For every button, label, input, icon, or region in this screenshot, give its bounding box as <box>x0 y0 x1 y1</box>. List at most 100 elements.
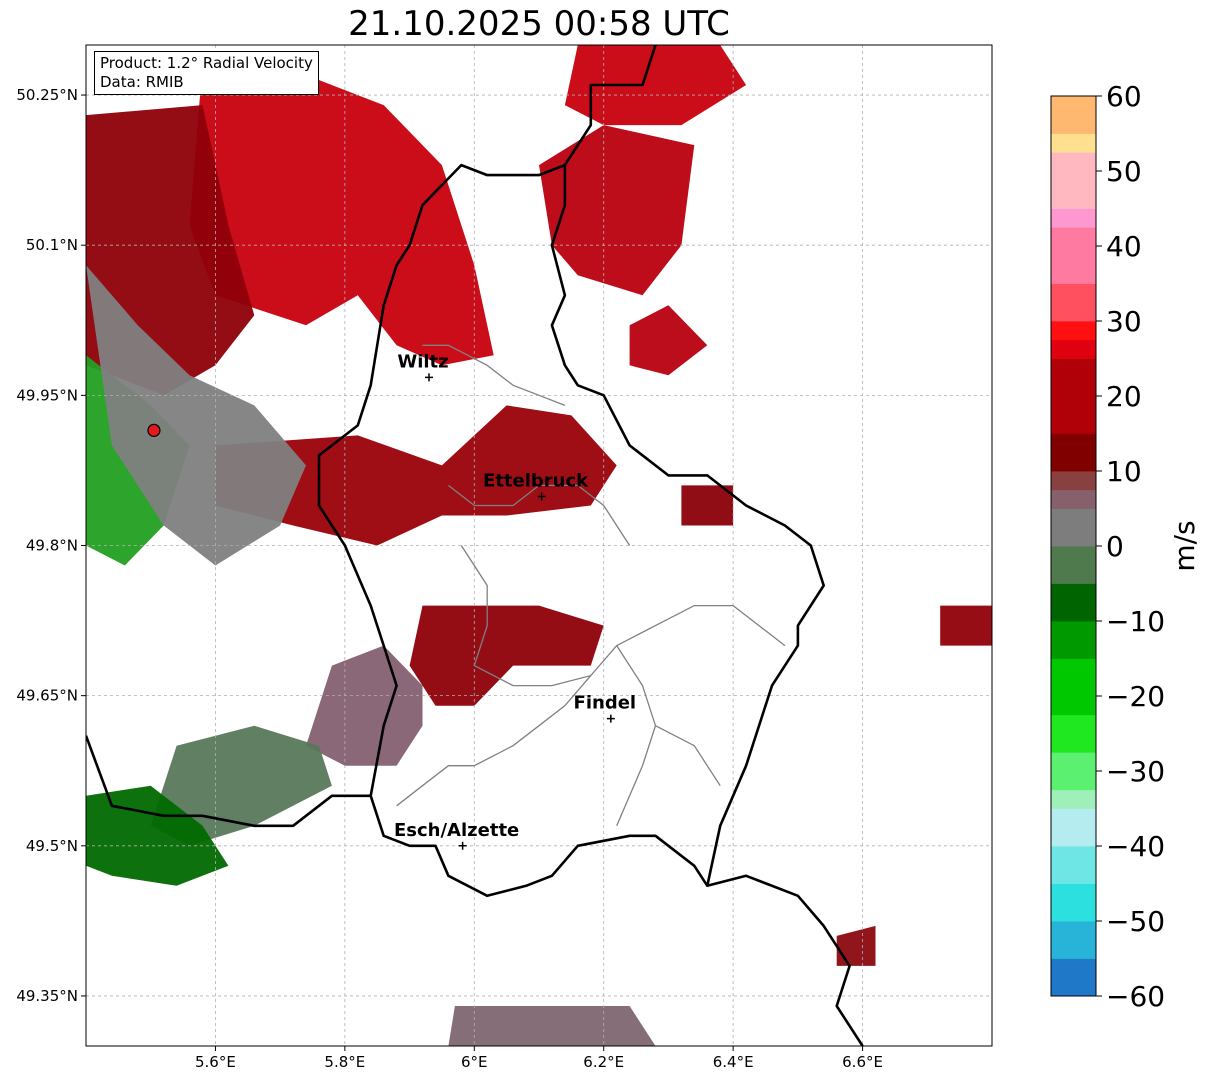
colorbar-segment <box>1051 433 1096 453</box>
colorbar-tick-label: −50 <box>1106 905 1165 938</box>
colorbar-segment <box>1051 283 1096 303</box>
product-info-box: Product: 1.2° Radial Velocity Data: RMIB <box>94 51 319 95</box>
colorbar-segment <box>1051 189 1096 209</box>
city-marker <box>537 492 546 501</box>
colorbar-segment <box>1051 808 1096 828</box>
colorbar-segment <box>1051 489 1096 509</box>
map-axes: 5.6°E 5.8°E 6°E 6.2°E 6.4°E 6.6°E 50.25°N 50.1°… <box>16 86 883 1071</box>
colorbar: 60 50 40 30 20 10 0 −10 −20 −30 −40 −50 −60 m/s <box>1050 80 1201 1013</box>
national-border <box>317 163 826 887</box>
y-tick-label: 50.1°N <box>26 236 78 254</box>
colorbar-segment <box>1051 96 1096 116</box>
colorbar-segment <box>1051 546 1096 566</box>
y-tick-label: 49.95°N <box>16 386 78 404</box>
cantonal-border <box>422 344 566 407</box>
y-tick-label: 49.8°N <box>26 537 78 555</box>
colorbar-segment <box>1051 452 1096 472</box>
colorbar-segment <box>1051 583 1096 603</box>
y-tick-label: 49.5°N <box>26 837 78 855</box>
colorbar-segment <box>1051 208 1096 228</box>
echo-region-4 <box>539 125 695 296</box>
y-tick-label: 49.65°N <box>16 687 78 705</box>
colorbar-segment <box>1051 658 1096 678</box>
cantonal-border <box>396 675 592 807</box>
echo-region-6 <box>215 405 617 546</box>
colorbar-tick-label: 30 <box>1106 305 1142 338</box>
colorbar-segment <box>1051 377 1096 397</box>
colorbar-segment <box>1051 733 1096 753</box>
y-tick-label: 49.35°N <box>16 987 78 1005</box>
colorbar-segment <box>1051 133 1096 153</box>
velocity-echo-layer <box>86 45 992 1046</box>
colorbar-segment <box>1051 114 1096 134</box>
echo-region-11 <box>86 785 229 886</box>
city-label: Esch/Alzette <box>394 820 519 841</box>
city-label: Ettelbruck <box>483 470 589 491</box>
colorbar-segment <box>1051 902 1096 922</box>
colorbar-segment <box>1051 508 1096 528</box>
x-tick-label: 6°E <box>461 1053 488 1071</box>
x-tick-label: 6.2°E <box>583 1053 624 1071</box>
x-tick-label: 6.4°E <box>713 1053 754 1071</box>
colorbar-segment <box>1051 414 1096 434</box>
colorbar-tick-label: −20 <box>1106 680 1165 713</box>
colorbar-label: m/s <box>1168 520 1201 571</box>
colorbar-segment <box>1051 977 1096 997</box>
echo-region-1 <box>189 65 494 366</box>
echo-region-7 <box>681 485 734 526</box>
colorbar-tick-label: 40 <box>1106 230 1142 263</box>
colorbar-segment <box>1051 752 1096 772</box>
echo-region-14 <box>448 1006 656 1046</box>
colorbar-segment <box>1051 864 1096 884</box>
cantonal-border <box>655 725 721 787</box>
echo-region-8 <box>409 605 604 706</box>
city-marker <box>458 841 467 850</box>
colorbar-segment <box>1051 921 1096 941</box>
colorbar-segment <box>1051 152 1096 172</box>
cantonal-border <box>616 645 657 827</box>
city-markers: Wiltz Ettelbruck Findel Esch/Alzette <box>394 351 637 850</box>
colorbar-segment <box>1051 339 1096 359</box>
colorbar-segment <box>1051 771 1096 791</box>
colorbar-segment <box>1051 264 1096 284</box>
colorbar-segment <box>1051 321 1096 341</box>
city-marker <box>424 373 433 382</box>
colorbar-segment <box>1051 302 1096 322</box>
echo-region-13 <box>86 265 306 566</box>
colorbar-tick-label: −60 <box>1106 980 1165 1013</box>
city-marker <box>606 714 615 723</box>
colorbar-segment <box>1051 246 1096 266</box>
colorbar-tick-label: 0 <box>1106 530 1124 563</box>
colorbar-segment <box>1051 471 1096 491</box>
echo-region-3 <box>564 45 747 126</box>
radar-site-dot <box>147 423 161 437</box>
colorbar-segment <box>1051 939 1096 959</box>
echo-region-5 <box>629 305 708 376</box>
colorbar-tick-label: 20 <box>1106 380 1142 413</box>
colorbar-segment <box>1051 171 1096 191</box>
city-label: Findel <box>574 693 637 714</box>
data-source-label: Data: RMIB <box>100 73 184 91</box>
colorbar-segment <box>1051 714 1096 734</box>
colorbar-segment <box>1051 602 1096 622</box>
colorbar-tick-label: 50 <box>1106 155 1142 188</box>
colorbar-segment <box>1051 846 1096 866</box>
colorbar-segment <box>1051 396 1096 416</box>
national-border <box>563 45 657 166</box>
colorbar-segment <box>1051 696 1096 716</box>
colorbar-segment <box>1051 639 1096 659</box>
national-border <box>86 735 864 1046</box>
colorbar-segment <box>1051 958 1096 978</box>
colorbar-segment <box>1051 883 1096 903</box>
colorbar-tick-label: −10 <box>1106 605 1165 638</box>
y-tick-label: 50.25°N <box>16 86 78 104</box>
colorbar-tick-label: 60 <box>1106 80 1142 113</box>
colorbar-tick-label: 10 <box>1106 455 1142 488</box>
colorbar-tick-label: −40 <box>1106 830 1165 863</box>
echo-region-15 <box>940 605 992 646</box>
colorbar-segment <box>1051 564 1096 584</box>
colorbar-segment <box>1051 227 1096 247</box>
map-borders <box>86 45 864 1046</box>
colorbar-segment <box>1051 789 1096 809</box>
